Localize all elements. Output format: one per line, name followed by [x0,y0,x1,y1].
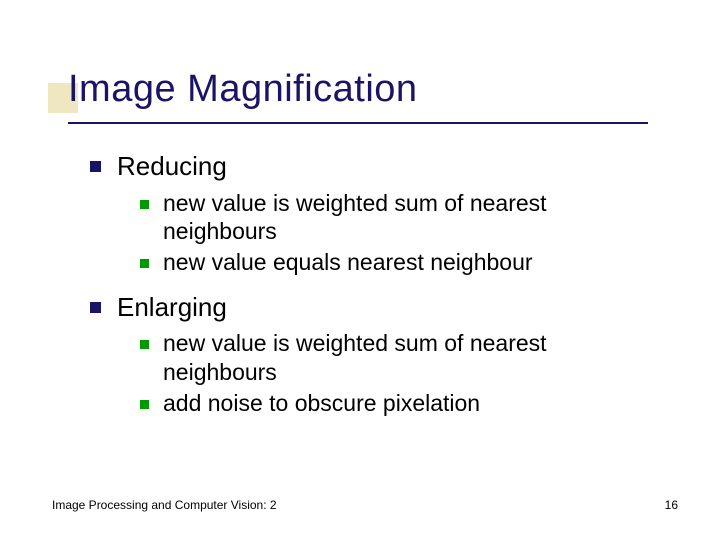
list-item-label: Reducing [117,150,227,183]
square-bullet-icon [90,161,101,172]
list-item-label: new value equals nearest neighbour [163,248,533,277]
list-item: new value is weighted sum of nearest nei… [140,329,660,387]
slide-title: Image Magnification [68,68,418,115]
content-area: Reducing new value is weighted sum of ne… [90,150,660,432]
list-item: Reducing [90,150,660,183]
square-bullet-icon [90,302,101,313]
list-item-label: Enlarging [117,291,227,324]
square-bullet-icon [140,200,149,209]
list-item: new value is weighted sum of nearest nei… [140,189,660,247]
list-item-label: new value is weighted sum of nearest nei… [163,189,660,247]
square-bullet-icon [140,400,149,409]
footer-text: Image Processing and Computer Vision: 2 [52,498,277,512]
slide-number: 16 [665,498,678,512]
list-item: new value equals nearest neighbour [140,248,660,277]
title-underline [68,122,648,124]
sublist: new value is weighted sum of nearest nei… [140,189,660,277]
list-item-label: new value is weighted sum of nearest nei… [163,329,660,387]
list-item-label: add noise to obscure pixelation [163,389,480,418]
sublist: new value is weighted sum of nearest nei… [140,329,660,417]
square-bullet-icon [140,259,149,268]
title-container: Image Magnification [68,68,418,115]
list-item: add noise to obscure pixelation [140,389,660,418]
square-bullet-icon [140,340,149,349]
list-item: Enlarging [90,291,660,324]
